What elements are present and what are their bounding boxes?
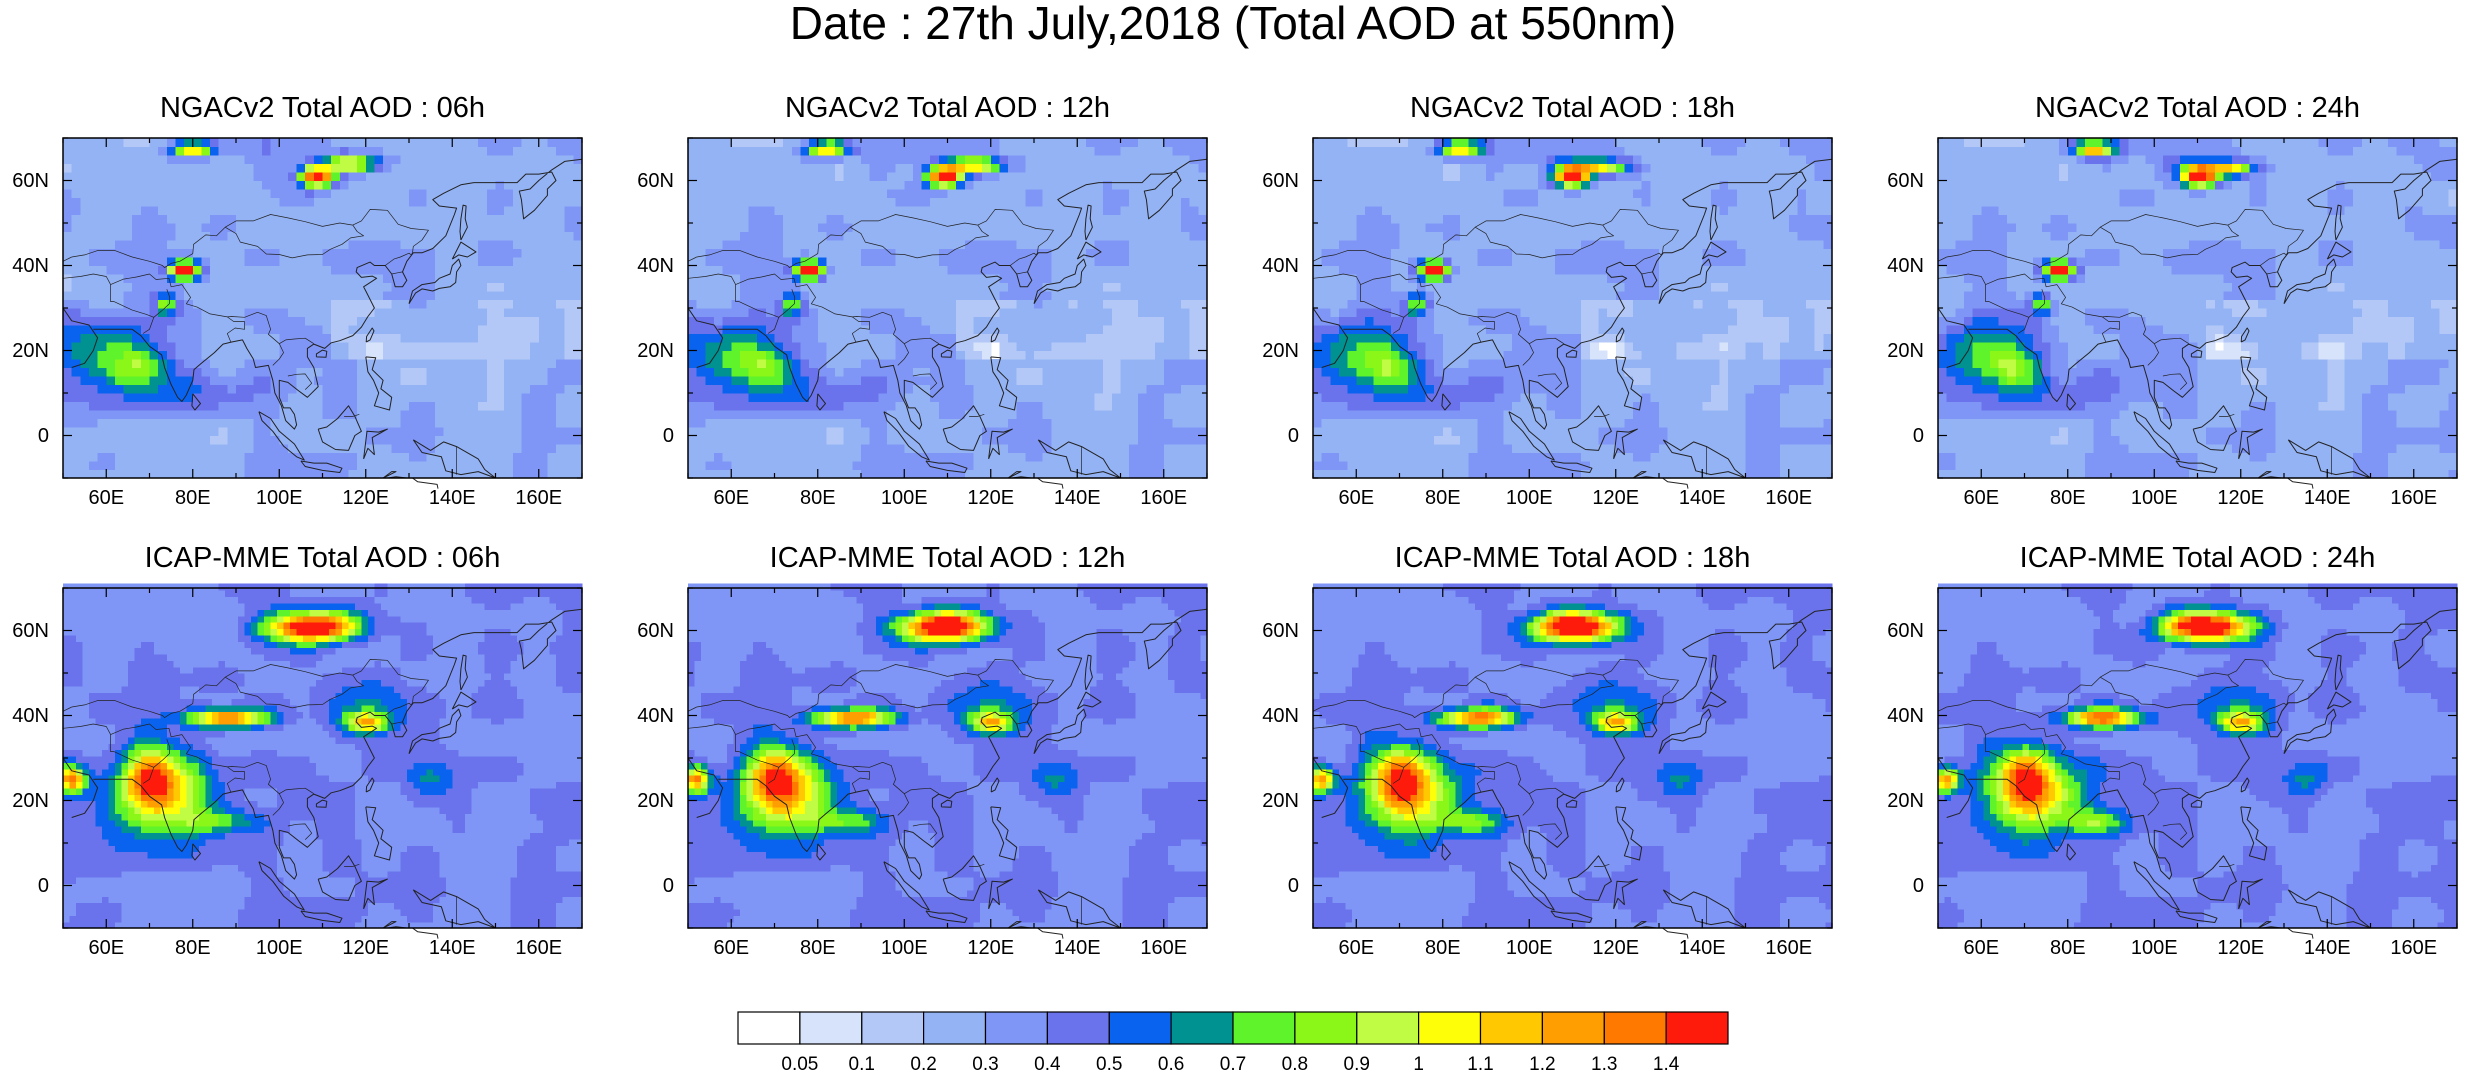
colorbar-label: 0.9	[1344, 1055, 1370, 1074]
colorbar-label: 0.3	[972, 1055, 998, 1074]
colorbar-swatch	[1171, 1012, 1233, 1044]
colorbar-label: 1.3	[1591, 1055, 1617, 1074]
colorbar-swatch	[1481, 1012, 1543, 1044]
colorbar-label: 0.7	[1220, 1055, 1246, 1074]
colorbar-label: 1.1	[1467, 1055, 1493, 1074]
colorbar-swatch	[1604, 1012, 1666, 1044]
colorbar-label: 0.05	[781, 1055, 818, 1074]
colorbar-swatch	[1047, 1012, 1109, 1044]
colorbar-label: 0.8	[1282, 1055, 1308, 1074]
colorbar-label: 1.2	[1529, 1055, 1555, 1074]
colorbar-swatch	[1357, 1012, 1419, 1044]
colorbar-label: 0.2	[910, 1055, 936, 1074]
colorbar-swatch	[1666, 1012, 1728, 1044]
colorbar-swatch	[862, 1012, 924, 1044]
colorbar-swatch	[1419, 1012, 1481, 1044]
colorbar-swatch	[986, 1012, 1048, 1044]
colorbar-label: 0.1	[849, 1055, 875, 1074]
colorbar-label: 0.6	[1158, 1055, 1184, 1074]
colorbar-swatch	[1295, 1012, 1357, 1044]
colorbar-swatch	[738, 1012, 800, 1044]
colorbar-swatch	[924, 1012, 986, 1044]
colorbar-swatch	[1109, 1012, 1171, 1044]
colorbar-label: 1.4	[1653, 1055, 1679, 1074]
colorbar-label: 0.5	[1096, 1055, 1122, 1074]
colorbar-label: 1	[1413, 1055, 1424, 1074]
colorbar-swatch	[800, 1012, 862, 1044]
colorbar-label: 0.4	[1034, 1055, 1060, 1074]
colorbar-swatch	[1542, 1012, 1604, 1044]
colorbar-swatch	[1233, 1012, 1295, 1044]
